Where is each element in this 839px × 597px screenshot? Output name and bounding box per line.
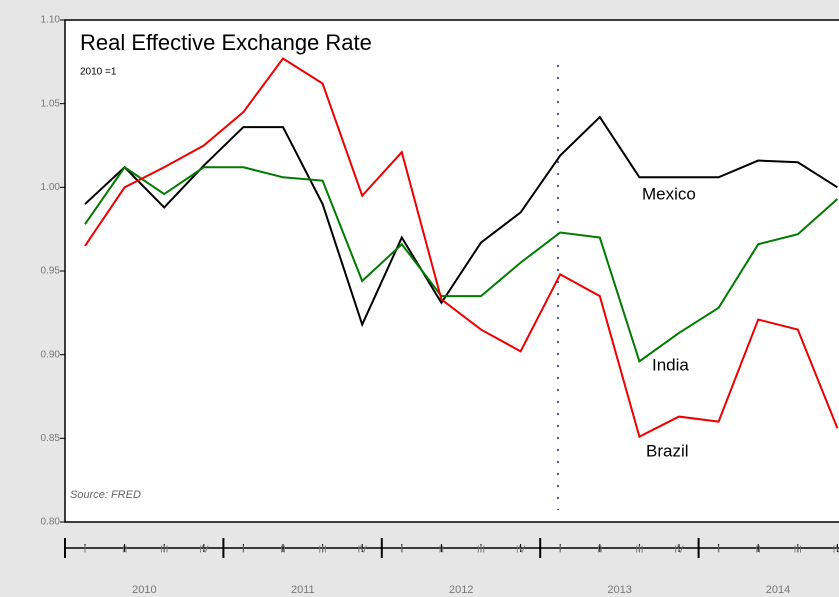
x-group-label: 2014 xyxy=(766,584,790,596)
y-tick-label: 1.10 xyxy=(41,15,61,26)
x-tick-label: I xyxy=(242,545,245,556)
x-group-label: 2010 xyxy=(132,584,156,596)
chart-title: Real Effective Exchange Rate xyxy=(80,30,372,55)
x-tick-label: I xyxy=(559,545,562,556)
y-tick-label: 0.95 xyxy=(41,266,61,277)
series-line xyxy=(84,115,838,328)
y-tick-label: 0.85 xyxy=(41,433,61,444)
x-tick-label: II xyxy=(439,545,445,556)
x-tick-label: III xyxy=(635,545,643,556)
plot-area xyxy=(64,19,839,523)
source: Source: FRED xyxy=(70,489,141,501)
x-group-label: 2013 xyxy=(607,584,631,596)
series-label: India xyxy=(652,355,689,374)
x-tick-label: III xyxy=(794,545,802,556)
y-tick-label: 0.90 xyxy=(41,349,61,360)
x-tick-label: I xyxy=(400,545,403,556)
subtitle: 2010 =1 xyxy=(80,67,117,78)
x-tick-label: IV xyxy=(199,545,209,556)
x-tick-label: I xyxy=(84,545,87,556)
series-label: Mexico xyxy=(642,184,696,203)
x-group-label: 2011 xyxy=(291,584,315,596)
y-tick-label: 1.00 xyxy=(41,182,61,193)
x-tick-label: I xyxy=(717,545,720,556)
series-line xyxy=(84,165,839,363)
x-tick-label: III xyxy=(477,545,485,556)
x-tick-label: II xyxy=(755,545,761,556)
y-tick-label: 1.05 xyxy=(41,98,61,109)
x-tick-label: IV xyxy=(833,545,839,556)
x-tick-label: IV xyxy=(516,545,526,556)
x-group-label: 2012 xyxy=(449,584,473,596)
x-tick-label: II xyxy=(597,545,603,556)
y-tick-label: 0.80 xyxy=(41,517,61,528)
x-tick-label: III xyxy=(318,545,326,556)
x-tick-label: IV xyxy=(674,545,684,556)
x-tick-label: IV xyxy=(357,545,367,556)
series-line xyxy=(84,57,839,439)
x-tick-label: II xyxy=(122,545,128,556)
series-label: Brazil xyxy=(646,441,689,460)
x-tick-label: II xyxy=(280,545,286,556)
x-tick-label: III xyxy=(160,545,168,556)
